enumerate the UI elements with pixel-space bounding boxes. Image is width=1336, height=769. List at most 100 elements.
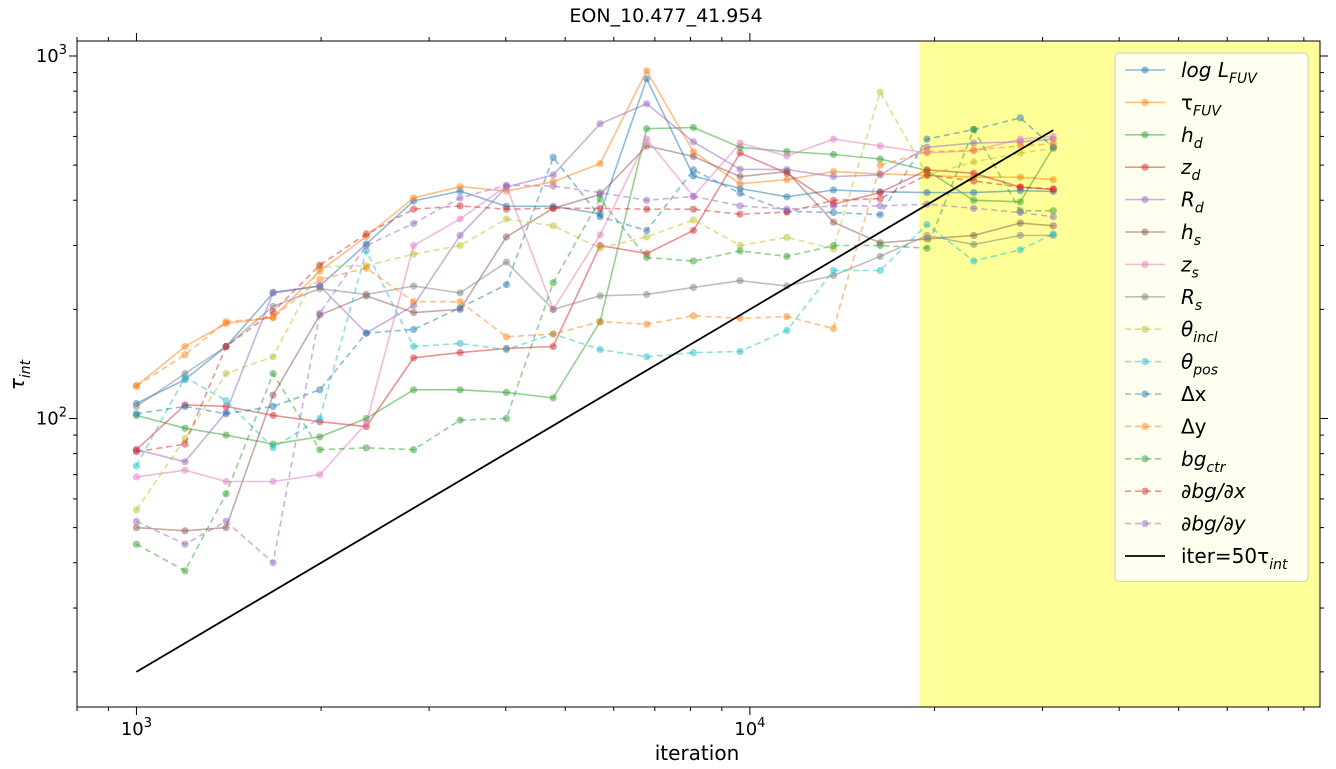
data-point <box>1049 230 1057 238</box>
data-point <box>456 304 464 312</box>
series-lines <box>132 67 1057 673</box>
data-point <box>923 189 931 197</box>
data-point <box>316 446 324 454</box>
data-point <box>181 527 189 535</box>
data-point <box>1016 173 1024 181</box>
data-point <box>1049 132 1057 140</box>
series-5 <box>132 142 1057 535</box>
legend-marker <box>1141 131 1149 139</box>
data-point <box>502 388 510 396</box>
data-point <box>222 410 230 418</box>
data-point <box>269 411 277 419</box>
legend-item: θincl <box>1125 317 1218 346</box>
series-line <box>135 223 1054 467</box>
data-point <box>132 462 140 470</box>
data-point <box>269 559 277 567</box>
legend-label: τFUV <box>1181 90 1222 119</box>
legend-label: Rs <box>1181 285 1202 314</box>
data-point <box>876 266 884 275</box>
data-point <box>876 155 884 163</box>
data-point <box>689 205 698 213</box>
legend-marker <box>1141 98 1149 106</box>
data-point <box>410 354 418 362</box>
legend-item: τFUV <box>1125 90 1222 119</box>
legend-label: ∂bg/∂y <box>1181 512 1247 536</box>
data-point <box>1016 208 1024 217</box>
data-point <box>269 402 277 410</box>
data-point <box>923 231 931 239</box>
legend-marker <box>1141 358 1149 366</box>
data-point <box>222 490 230 498</box>
legend-label: Rd <box>1181 188 1204 217</box>
legend-marker <box>1141 487 1149 495</box>
legend-marker <box>1141 66 1149 74</box>
data-point <box>829 202 838 210</box>
data-point <box>410 194 418 202</box>
series-line <box>135 69 1054 387</box>
data-point <box>783 168 791 176</box>
data-point <box>970 158 978 166</box>
series-line <box>136 117 1054 415</box>
data-point <box>549 342 557 351</box>
legend-item: zs <box>1125 252 1199 281</box>
data-point <box>783 176 791 184</box>
data-point <box>689 172 698 180</box>
data-point <box>181 373 189 381</box>
axes-ticks: 103 104 102 103 <box>36 33 1328 740</box>
data-point <box>1016 183 1024 191</box>
series-13 <box>132 171 1057 456</box>
data-point <box>829 173 838 181</box>
data-point <box>829 266 838 275</box>
legend-item: Δy <box>1125 414 1207 438</box>
legend-label: iter=50τint <box>1181 544 1288 573</box>
data-point <box>596 195 604 203</box>
data-point <box>222 517 230 526</box>
data-point <box>643 226 651 235</box>
data-point <box>362 419 370 427</box>
data-point <box>876 189 884 197</box>
data-point <box>222 477 230 486</box>
data-point <box>316 386 324 394</box>
data-point <box>923 148 931 156</box>
legend-marker <box>1141 455 1149 463</box>
data-point <box>970 189 978 197</box>
series-1 <box>132 67 1057 390</box>
data-point <box>132 517 140 526</box>
data-point <box>132 448 140 456</box>
data-point <box>643 75 651 83</box>
data-point <box>456 215 464 223</box>
data-point <box>970 125 978 134</box>
legend-label: θincl <box>1181 317 1218 346</box>
data-point <box>316 471 324 479</box>
data-point <box>689 349 698 357</box>
data-point <box>362 329 370 337</box>
series-14 <box>132 181 1057 567</box>
data-point <box>689 312 698 320</box>
data-point <box>783 252 791 260</box>
data-point <box>876 195 884 203</box>
data-point <box>689 138 698 146</box>
data-point <box>269 370 277 378</box>
data-point <box>132 473 140 481</box>
data-point <box>643 233 651 241</box>
data-point <box>132 402 140 410</box>
data-point <box>456 202 464 210</box>
data-point <box>596 244 604 252</box>
data-point <box>549 222 557 230</box>
legend-label: zd <box>1180 155 1201 184</box>
legend-label: log LFUV <box>1181 58 1258 87</box>
data-point <box>596 213 604 221</box>
data-point <box>1016 231 1024 239</box>
data-point <box>829 135 838 143</box>
data-point <box>316 285 324 293</box>
data-point <box>222 524 230 532</box>
data-point <box>410 342 418 351</box>
data-point <box>181 540 189 548</box>
x-tick-label: 104 <box>734 716 765 740</box>
data-point <box>410 205 418 213</box>
data-point <box>923 220 931 229</box>
legend-label: hd <box>1181 123 1203 152</box>
series-6 <box>132 132 1057 486</box>
legend-marker <box>1141 163 1149 171</box>
data-point <box>456 416 464 424</box>
